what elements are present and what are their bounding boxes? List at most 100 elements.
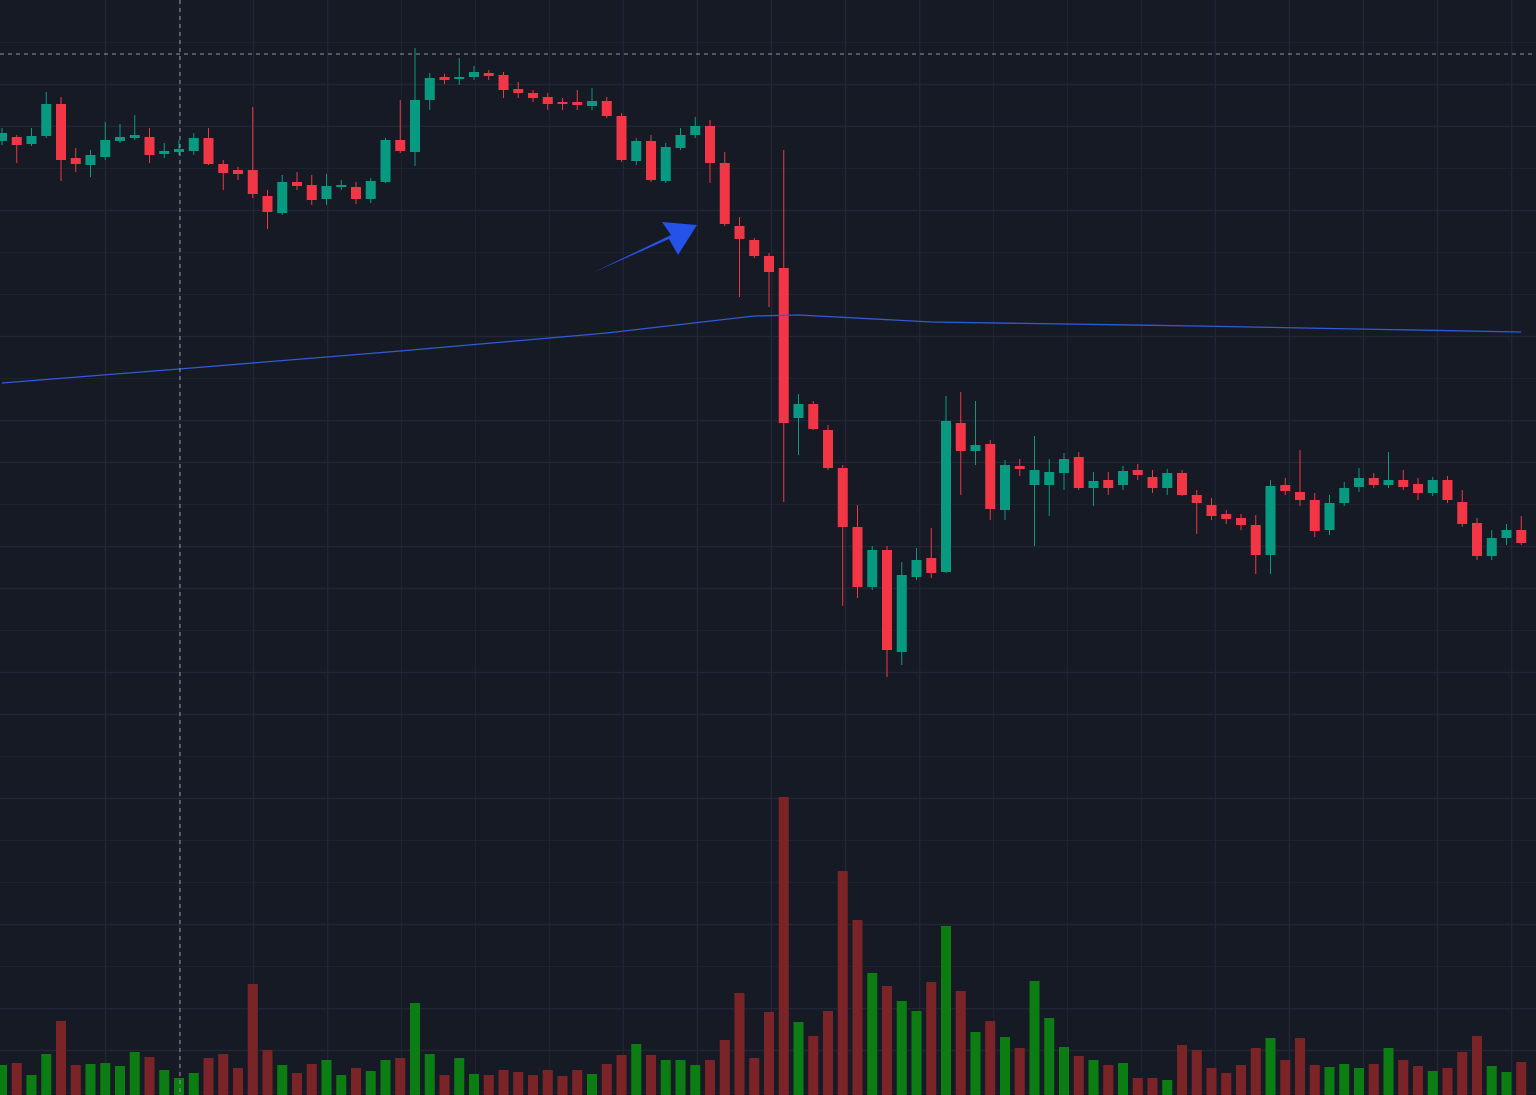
candle-body [837, 468, 848, 527]
volume-bar [454, 1058, 465, 1095]
candle-body [1295, 492, 1305, 500]
candle-body [1177, 473, 1187, 495]
candle-body [882, 550, 892, 650]
volume-bar [277, 1065, 288, 1095]
candle-body [292, 182, 302, 186]
candle-body [660, 147, 671, 181]
candle-body [1236, 518, 1246, 525]
volume-bar [1413, 1066, 1423, 1095]
candle-body [572, 102, 583, 105]
candle-body [1265, 486, 1276, 555]
candle-body [410, 100, 420, 152]
volume-bar [365, 1071, 376, 1095]
candle-body [115, 137, 125, 141]
candle-body [955, 423, 966, 451]
candle-body [601, 101, 612, 116]
candle-body [764, 256, 774, 272]
candle-body [306, 185, 317, 200]
candle-body [351, 187, 361, 199]
volume-bar [823, 1011, 833, 1095]
volume-bar [1236, 1065, 1246, 1095]
candle-body [233, 170, 243, 174]
candle-body [734, 226, 745, 239]
candle-body [1132, 470, 1143, 475]
candle-body [778, 268, 789, 423]
volume-bar [557, 1076, 568, 1095]
candle-body [1486, 538, 1497, 556]
volume-bar [41, 1054, 52, 1095]
volume-bar [424, 1054, 435, 1095]
candle-body [144, 137, 155, 155]
volume-bar [351, 1068, 361, 1095]
candle-body [11, 137, 22, 145]
volume-bar [380, 1060, 391, 1095]
candle-body [1162, 473, 1173, 488]
candle-body [1059, 459, 1069, 473]
candle-body [557, 102, 568, 104]
candle-body [1044, 472, 1055, 485]
volume-bar [1000, 1037, 1010, 1095]
candle-body [188, 138, 199, 151]
candle-body [941, 421, 951, 572]
candle-body [1221, 514, 1232, 519]
moving-average-line [1, 314, 1522, 384]
candle-body [867, 550, 878, 587]
volume-bar [1472, 1036, 1482, 1095]
candle-body [1191, 495, 1202, 503]
candle-body [439, 77, 450, 80]
volume-bar [1501, 1072, 1512, 1095]
candle-body [1118, 471, 1128, 485]
volume-pane [0, 797, 1527, 1095]
candle-body [1250, 525, 1261, 555]
volume-bar [11, 1063, 22, 1095]
candle-body [1339, 488, 1350, 503]
candle-body [1014, 466, 1025, 469]
volume-bar [572, 1070, 583, 1095]
volume-bar [1044, 1018, 1055, 1095]
volume-bar [1383, 1048, 1394, 1095]
volume-bar [395, 1058, 406, 1095]
candle-body [1147, 477, 1158, 488]
volume-bar [1309, 1065, 1320, 1095]
volume-bar [1014, 1048, 1025, 1095]
candle-body [852, 527, 863, 587]
volume-bar [85, 1064, 96, 1095]
volume-bar [410, 1003, 420, 1095]
candle-body [970, 445, 981, 451]
candle-body [1442, 480, 1453, 500]
volume-bar [144, 1057, 155, 1095]
volume-bar [734, 993, 745, 1095]
candle-body [336, 185, 347, 187]
volume-bar [1368, 1064, 1379, 1095]
candle-body [70, 158, 81, 164]
candle-body [646, 141, 656, 180]
volume-bar [1221, 1073, 1232, 1095]
volume-bar [233, 1068, 243, 1095]
candle-body [159, 151, 170, 154]
candle-body [218, 164, 229, 173]
candle-body [247, 170, 258, 194]
volume-bar [1339, 1064, 1350, 1095]
volume-bar [1147, 1078, 1158, 1095]
volume-bar [882, 986, 892, 1095]
candle-body [542, 97, 553, 104]
volume-bar [1486, 1066, 1497, 1095]
candle-body [616, 116, 627, 160]
volume-bar [542, 1070, 553, 1095]
candle-body [513, 89, 524, 93]
volume-bar [115, 1066, 125, 1095]
volume-bar [1059, 1047, 1069, 1095]
volume-bar [675, 1060, 686, 1095]
candle-body [1457, 502, 1468, 524]
volume-bar [292, 1073, 302, 1095]
candle-body [262, 196, 273, 212]
candle-body [129, 135, 140, 138]
volume-bar [911, 1011, 922, 1095]
volume-bar [1206, 1068, 1217, 1095]
volume-bar [469, 1074, 479, 1095]
volume-bar [26, 1075, 37, 1095]
volume-bar [985, 1021, 996, 1095]
candle-body [1088, 481, 1099, 488]
volume-bar [896, 1001, 907, 1095]
